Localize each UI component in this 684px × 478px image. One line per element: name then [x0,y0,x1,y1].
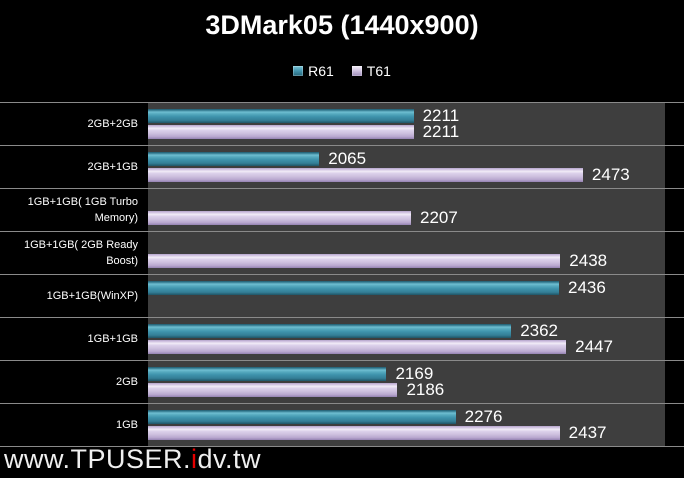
value-label: 2169 [395,364,434,383]
r61-bar [148,367,387,381]
t61-bar [148,426,560,440]
legend-item-t61: T61 [351,63,391,79]
category-row: 2GB 2169 2186 [0,361,684,404]
legend-label: T61 [366,63,391,79]
legend: R61 T61 [0,63,684,79]
r61-bar [148,324,512,338]
t61-bar [148,211,412,225]
category-label: 2GB+2GB [0,103,148,145]
plot-area: 2GB+2GB 2211 2211 2GB+1GB 2065 2473 1GB+1GB( 1… [0,102,684,447]
category-label: 1GB+1GB( 1GB Turbo Memory) [0,189,148,231]
r61-bar [148,410,456,424]
bar-cell: 2436 [148,275,665,317]
bar-cell: 2169 2186 [148,361,665,403]
value-label: 2186 [406,380,445,399]
category-row: 1GB+1GB 2362 2447 [0,318,684,361]
watermark-highlight: i [191,444,198,474]
category-label: 1GB [0,404,148,446]
value-label: 2207 [420,208,458,227]
value-label: 2211 [422,106,460,125]
value-label: 2436 [568,278,606,297]
bar-cell: 2211 2211 [148,103,665,145]
category-label: 1GB+1GB(WinXP) [0,275,148,317]
watermark-suffix: dv.tw [197,444,262,474]
r61-series-swatch [293,66,304,76]
r61-bar [148,281,559,295]
watermark: www.TPUSER.idv.tw [4,444,261,475]
bar-cell: 2276 2437 [148,404,665,446]
t61-bar [148,125,414,139]
t61-bar [148,254,561,268]
bar-cell: 2362 2447 [148,318,665,360]
chart-title: 3DMark05 (1440x900) [205,10,479,40]
t61-bar [148,168,583,182]
t61-series-swatch [351,66,362,76]
value-label: 2438 [569,251,608,270]
bar-cell: 2207 [148,189,665,231]
category-row: 1GB 2276 2437 [0,404,684,447]
t61-bar [148,340,567,354]
t61-bar [148,383,398,397]
value-label: 2473 [591,165,630,184]
category-label: 2GB+1GB [0,146,148,188]
category-label: 1GB+1GB( 2GB Ready Boost) [0,232,148,274]
legend-label: R61 [308,63,334,79]
category-label: 2GB [0,361,148,403]
value-label: 2276 [464,407,503,426]
r61-bar [148,152,320,166]
value-label: 2065 [328,149,367,168]
bar-cell: 2438 [148,232,665,274]
value-label: 2447 [575,337,613,356]
category-row: 2GB+2GB 2211 2211 [0,102,684,146]
category-row: 2GB+1GB 2065 2473 [0,146,684,189]
value-label: 2362 [520,321,559,340]
category-row: 1GB+1GB( 1GB Turbo Memory) 2207 [0,189,684,232]
r61-bar [148,109,414,123]
value-label: 2211 [422,122,460,141]
value-label: 2437 [568,423,607,442]
category-label: 1GB+1GB [0,318,148,360]
category-row: 1GB+1GB( 2GB Ready Boost) 2438 [0,232,684,275]
watermark-prefix: www.TPUSER. [4,444,192,474]
legend-item-r61: R61 [293,63,334,79]
bar-cell: 2065 2473 [148,146,665,188]
category-row: 1GB+1GB(WinXP) 2436 [0,275,684,318]
